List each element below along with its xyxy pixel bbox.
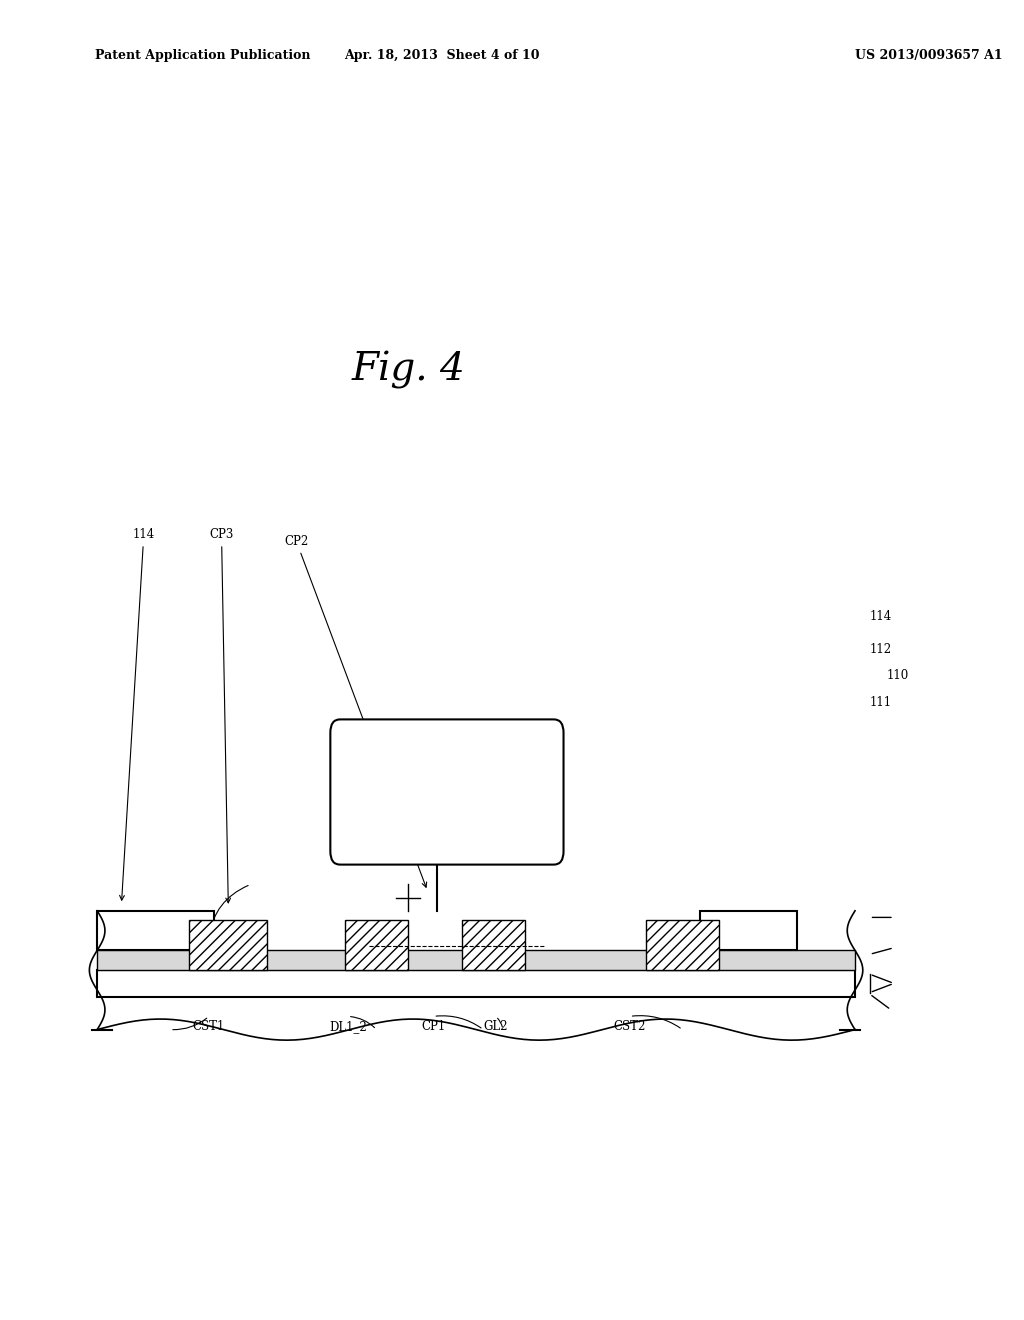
- Text: Patent Application Publication: Patent Application Publication: [95, 49, 310, 62]
- Text: 114: 114: [120, 528, 155, 900]
- Bar: [97, 950, 855, 970]
- Text: GL2: GL2: [483, 1020, 508, 1034]
- Bar: [345, 920, 409, 970]
- FancyBboxPatch shape: [331, 719, 563, 865]
- Text: 110: 110: [887, 669, 909, 682]
- Bar: [189, 920, 267, 970]
- Text: Fig. 4: Fig. 4: [351, 351, 465, 388]
- Text: 111: 111: [869, 696, 892, 709]
- Bar: [646, 920, 719, 970]
- Text: CP1: CP1: [421, 1020, 445, 1034]
- Text: 114: 114: [869, 610, 892, 623]
- Text: 112: 112: [869, 643, 892, 656]
- Text: CST1: CST1: [193, 1020, 225, 1034]
- Bar: [462, 920, 524, 970]
- Bar: [97, 970, 855, 997]
- Bar: [97, 911, 214, 950]
- Text: CST2: CST2: [613, 1020, 646, 1034]
- Text: CP3: CP3: [209, 528, 233, 903]
- Text: Apr. 18, 2013  Sheet 4 of 10: Apr. 18, 2013 Sheet 4 of 10: [344, 49, 540, 62]
- Text: CS: CS: [434, 783, 460, 801]
- Text: DL1_2: DL1_2: [329, 1020, 367, 1034]
- Bar: [699, 911, 797, 950]
- Text: US 2013/0093657 A1: US 2013/0093657 A1: [855, 49, 1002, 62]
- Text: CP2: CP2: [285, 535, 427, 887]
